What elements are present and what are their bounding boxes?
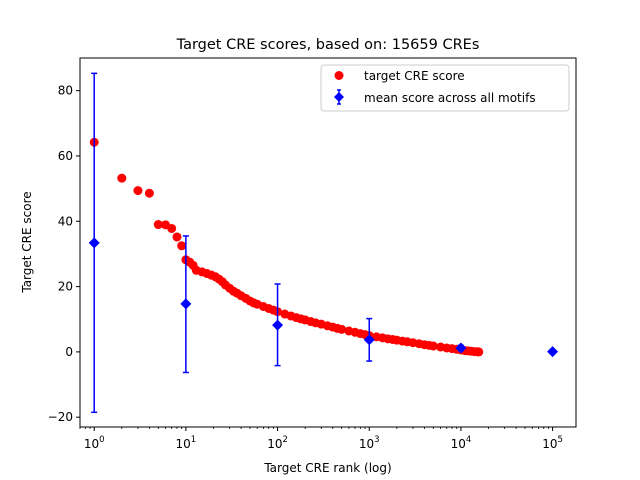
point-target-cre-score [167, 223, 177, 233]
x-tick-label-exponent: 1 [191, 435, 196, 445]
legend-label-target-cre-score: target CRE score [364, 69, 465, 83]
plot-frame [79, 57, 577, 428]
legend-label-mean-score: mean score across all motifs [364, 91, 536, 105]
point-target-cre-score [474, 347, 484, 357]
y-axis-label: Target CRE score [20, 191, 34, 293]
x-tick-label-base: 10 [176, 437, 191, 451]
y-tick-label: −20 [48, 410, 73, 424]
x-tick-label: 100 [84, 435, 105, 451]
point-target-cre-score [144, 188, 154, 198]
y-tick-label: 20 [58, 280, 73, 294]
x-tick-label-base: 10 [267, 437, 282, 451]
point-mean-score [88, 237, 100, 249]
point-mean-score [547, 346, 559, 358]
x-tick-label-exponent: 0 [99, 435, 104, 445]
x-tick-label-exponent: 2 [282, 435, 287, 445]
x-tick-label: 102 [267, 435, 288, 451]
point-target-cre-score [133, 186, 143, 196]
x-axis: 100 101 102 103 104 105 [79, 427, 563, 451]
point-mean-score [272, 319, 284, 331]
x-tick-label-exponent: 5 [558, 435, 563, 445]
y-axis: −20 0 20 40 60 80 [48, 84, 80, 424]
x-tick-label-base: 10 [359, 437, 374, 451]
x-tick-label-exponent: 4 [466, 435, 471, 445]
point-target-cre-score [177, 241, 187, 251]
legend-marker-mean-score [334, 89, 344, 105]
x-tick-label-exponent: 3 [374, 435, 379, 445]
point-target-cre-score [172, 232, 182, 242]
point-target-cre-score [153, 220, 163, 230]
legend-marker-target-cre-score [334, 71, 344, 80]
y-tick-label: 60 [58, 149, 73, 163]
x-tick-label-base: 10 [84, 437, 99, 451]
x-tick-label: 105 [542, 435, 563, 451]
point-mean-score [180, 298, 192, 310]
x-axis-label: Target CRE rank (log) [263, 461, 391, 475]
y-tick-label: 40 [58, 214, 73, 228]
legend-frame [320, 64, 570, 112]
chart-title: Target CRE scores, based on: 15659 CREs [176, 37, 480, 53]
point-target-cre-score [337, 324, 347, 334]
point-target-cre-score [117, 173, 127, 183]
x-tick-label: 104 [451, 435, 472, 451]
point-mean-score [455, 342, 467, 354]
x-tick-label: 101 [176, 435, 197, 451]
point-mean-score [363, 334, 375, 346]
legend: target CRE score mean score across all m… [320, 64, 570, 112]
y-tick-label: 80 [58, 84, 73, 98]
x-tick-label-base: 10 [542, 437, 557, 451]
plot-area [88, 72, 559, 414]
x-tick-label-base: 10 [451, 437, 466, 451]
x-tick-label: 103 [359, 435, 380, 451]
point-target-cre-score [428, 341, 438, 351]
y-tick-label: 0 [65, 345, 73, 359]
